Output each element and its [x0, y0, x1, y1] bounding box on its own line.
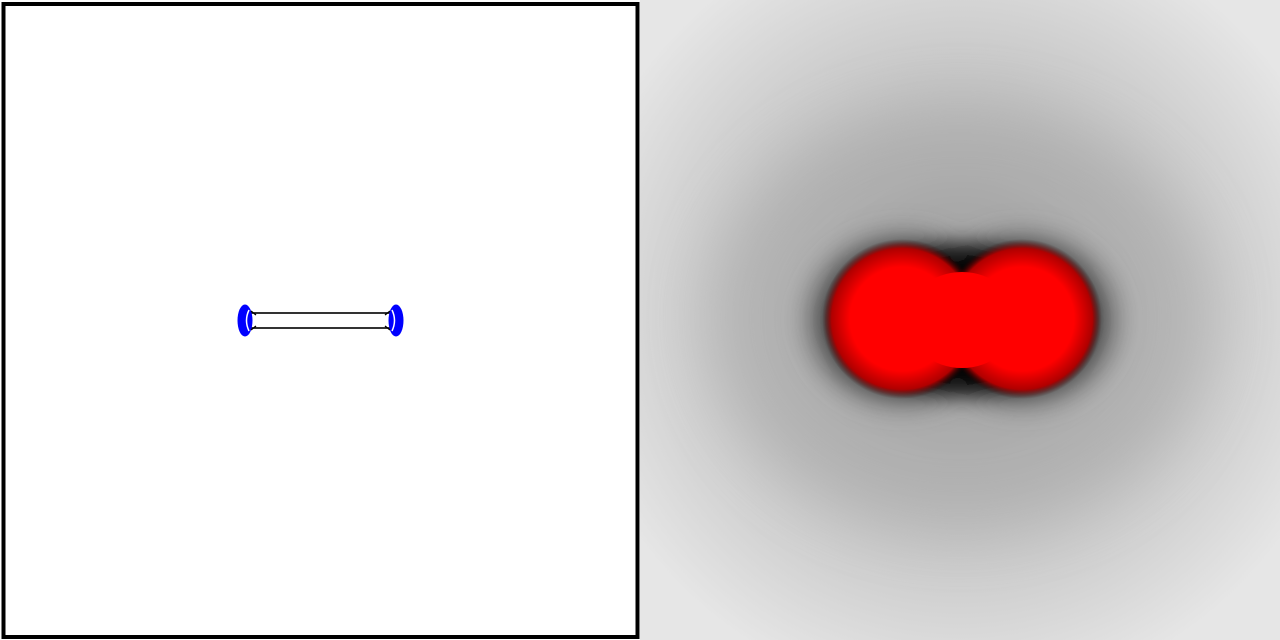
right-atom-marker: [384, 304, 404, 337]
density-canvas: [640, 0, 1280, 640]
left-atom-marker: [237, 304, 257, 337]
density-red-lobes: [822, 239, 1102, 399]
structure-canvas: [0, 0, 640, 640]
structure-panel: [0, 0, 640, 640]
molecular-bond: [248, 312, 394, 329]
density-panel: [640, 0, 1280, 640]
structure-frame: [1, 2, 640, 639]
